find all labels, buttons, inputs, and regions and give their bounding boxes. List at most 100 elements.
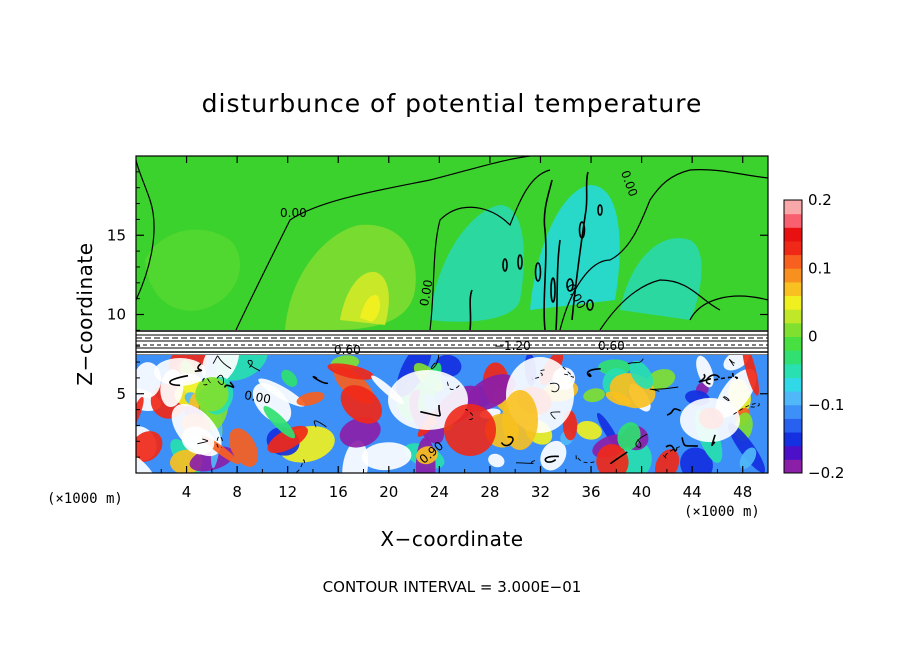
field-patch [742,355,760,396]
colorbar-swatch [784,363,802,378]
field-patch [281,369,298,387]
field-contour [430,355,439,369]
field-patch [629,360,654,389]
field-contour [169,374,189,387]
colorbar-swatch [784,268,802,283]
colorbar-swatch [784,350,802,365]
contour-label: 0.00 [280,206,307,220]
x-tick-label: 40 [632,483,651,501]
upper-anomalies [145,185,702,330]
colorbar: 0.2 0.1 0 −0.1 −0.2 [783,191,844,482]
colorbar-swatch [784,227,802,242]
x-tick-label: 48 [733,483,752,501]
field-contour [711,434,716,447]
field-contour [197,438,209,445]
x-tick-label: 44 [683,483,702,501]
colorbar-swatch [784,336,802,351]
field-patch [154,358,206,386]
contour-label: 0.60 [598,339,625,353]
field-patch [416,446,438,465]
field-contour [627,358,644,365]
field-patch [361,442,412,471]
x-axis-label: X−coordinate [380,527,523,551]
field-contour [728,358,735,367]
field-patch [296,391,325,406]
x-unit-left: (×1000 m) [47,491,123,507]
field-contour [224,381,235,388]
x-tick-label: 32 [531,483,550,501]
field-contour [649,386,679,392]
field-patch [195,377,229,412]
colorbar-frame [783,199,803,474]
contour-label: 0.00 [417,279,435,308]
x-tick-label: 36 [581,483,600,501]
contour-label: 0.60 [334,343,361,357]
colorbar-swatch [784,213,802,228]
field-contour [560,365,574,378]
colorbar-swatch [784,200,802,215]
contour-label: −1.20 [494,339,531,353]
field-patch [267,425,308,454]
field-contour [713,372,738,381]
field-patch [228,428,259,467]
field-patch [617,422,641,451]
field-contour [575,454,596,464]
x-unit-right: (×1000 m) [684,504,760,520]
field-contour [313,420,327,428]
field-patch [605,391,632,406]
field-patch [727,422,766,473]
field-contour [610,451,628,465]
colorbar-swatch [784,432,802,447]
field-patch [502,390,538,450]
y-tick-label: 5 [116,385,126,403]
field-contour [635,433,648,448]
field-contour [500,436,514,447]
field-contour [420,404,441,417]
colorbar-swatch [784,295,802,310]
field-patch [739,447,757,470]
field-contour [586,368,601,378]
colorbar-swatch [784,309,802,324]
contour-interval-note: CONTOUR INTERVAL = 3.000E−01 [323,578,582,596]
colorbar-swatch [784,418,802,433]
lower-field [136,355,768,473]
field-patch [201,355,240,386]
colorbar-swatch [784,322,802,337]
colorbar-swatch [784,377,802,392]
field-patch [327,363,375,380]
field-contour [465,408,474,421]
x-tick-label: 4 [182,483,192,501]
field-patch [576,421,602,440]
field-contour [216,435,224,449]
field-patch [646,369,676,391]
field-patch [263,406,296,439]
colorbar-swatch [784,281,802,297]
stable-layer-contours [136,330,768,356]
field-patch [339,417,381,448]
colorbar-swatch [784,404,802,419]
colorbar-label: 0.1 [808,259,832,277]
colorbar-swatch [784,240,802,256]
x-tick-label: 24 [430,483,449,501]
colorbar-swatch [784,459,802,474]
x-tick-label: 8 [232,483,242,501]
updraft-contours [469,171,603,331]
field-patch [136,451,156,473]
stable-layer [136,330,768,355]
field-patch [435,355,462,377]
field-patch [488,453,505,468]
field-contour [312,375,329,384]
contour-label: 0.00 [243,388,272,406]
colorbar-label: −0.1 [808,396,844,414]
field-contour [549,382,560,393]
colorbar-swatch [784,445,802,460]
colorbar-label: −0.2 [808,464,844,482]
field-contour [216,374,224,385]
field-contour [666,408,681,416]
field-patch [136,431,163,462]
field-contour [212,355,232,370]
x-axis-ticks: 4 8 12 16 20 24 28 32 36 40 44 48 [160,156,752,501]
plot-area [136,156,768,473]
field-contour [722,396,730,402]
